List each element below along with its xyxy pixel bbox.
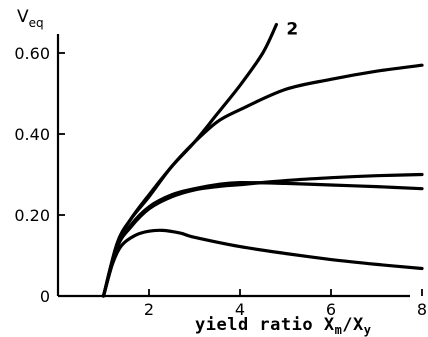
series-line-2 bbox=[101, 23, 278, 298]
x-tick-label: 6 bbox=[326, 300, 336, 319]
y-tick-label: 0.60 bbox=[14, 44, 50, 63]
series-line-1-3 bbox=[101, 228, 424, 298]
x-axis-label-sub1: m bbox=[335, 323, 343, 337]
series-curves bbox=[101, 23, 424, 298]
y-axis-label-main: V bbox=[17, 7, 29, 27]
y-axis-label: Veq bbox=[17, 7, 44, 30]
series-line-5 bbox=[101, 63, 424, 298]
x-axis-label-sub2: y bbox=[364, 323, 372, 337]
y-axis-label-sub: eq bbox=[29, 16, 44, 30]
axis-ticks: 2 4 6 8 0 0.20 0.40 0.60 bbox=[14, 44, 427, 319]
x-tick-label: 8 bbox=[417, 300, 427, 319]
y-tick-label: 0.20 bbox=[14, 206, 50, 225]
series-labels: 25641,3 bbox=[286, 20, 298, 40]
y-tick-label: 0 bbox=[40, 287, 50, 306]
series-label: 2 bbox=[286, 20, 298, 40]
x-tick-label: 2 bbox=[144, 300, 154, 319]
plot-area: 2 4 6 8 0 0.20 0.40 0.60 25641,3 bbox=[14, 20, 427, 319]
series-line-4 bbox=[101, 180, 424, 298]
x-axis-label: yield ratio Xm/Xy bbox=[195, 315, 372, 337]
y-tick-label: 0.40 bbox=[14, 125, 50, 144]
x-axis-label-prefix: yield ratio X bbox=[195, 315, 335, 335]
x-tick-label: 4 bbox=[235, 300, 245, 319]
x-axis-label-slash: /X bbox=[342, 315, 364, 335]
